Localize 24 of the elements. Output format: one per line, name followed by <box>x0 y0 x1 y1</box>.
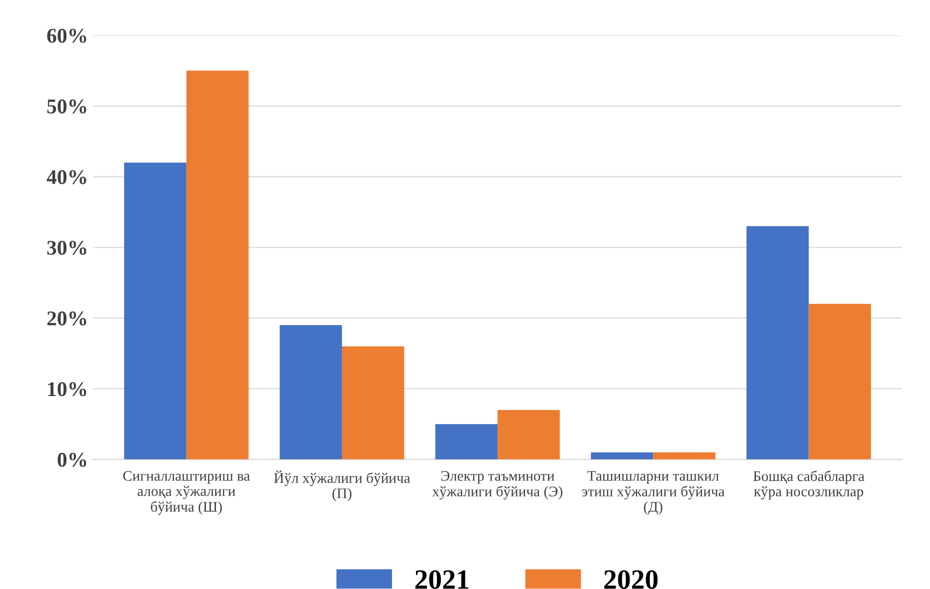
y-tick-label: 20% <box>47 311 86 326</box>
y-tick-label: 40% <box>46 170 86 184</box>
legend-label: 2021 <box>415 570 468 589</box>
bar <box>342 346 404 460</box>
x-tick-label: Бошқа сабабларга кўра носозликлар <box>753 470 864 500</box>
bar <box>746 226 809 460</box>
x-tick-label: Электр таъминоти хўжалиги бўйича (Э) <box>432 470 562 500</box>
x-tick-label: Ташишларни ташкил этиш хўжалиги бўйича (Д) <box>582 471 725 515</box>
x-tick-label: Йўл хўжалиги бўйича (П) <box>274 470 410 502</box>
bar <box>124 162 186 460</box>
bar <box>653 452 716 460</box>
bar <box>808 304 871 460</box>
bar <box>590 452 654 460</box>
bar <box>435 424 498 460</box>
y-tick-label: 50% <box>47 99 86 114</box>
legend-label: 2020 <box>604 570 658 589</box>
y-tick-label: 30% <box>47 240 86 255</box>
y-tick-label: 10% <box>48 382 86 396</box>
x-tick-label: Сигналлаштириш ва алоқа хўжалиги бўйича (Ш) <box>123 470 250 515</box>
y-tick-label: 60% <box>47 28 86 43</box>
bar <box>280 325 342 460</box>
bar <box>186 70 249 460</box>
bar <box>498 410 560 460</box>
y-tick-label: 0% <box>58 452 86 467</box>
